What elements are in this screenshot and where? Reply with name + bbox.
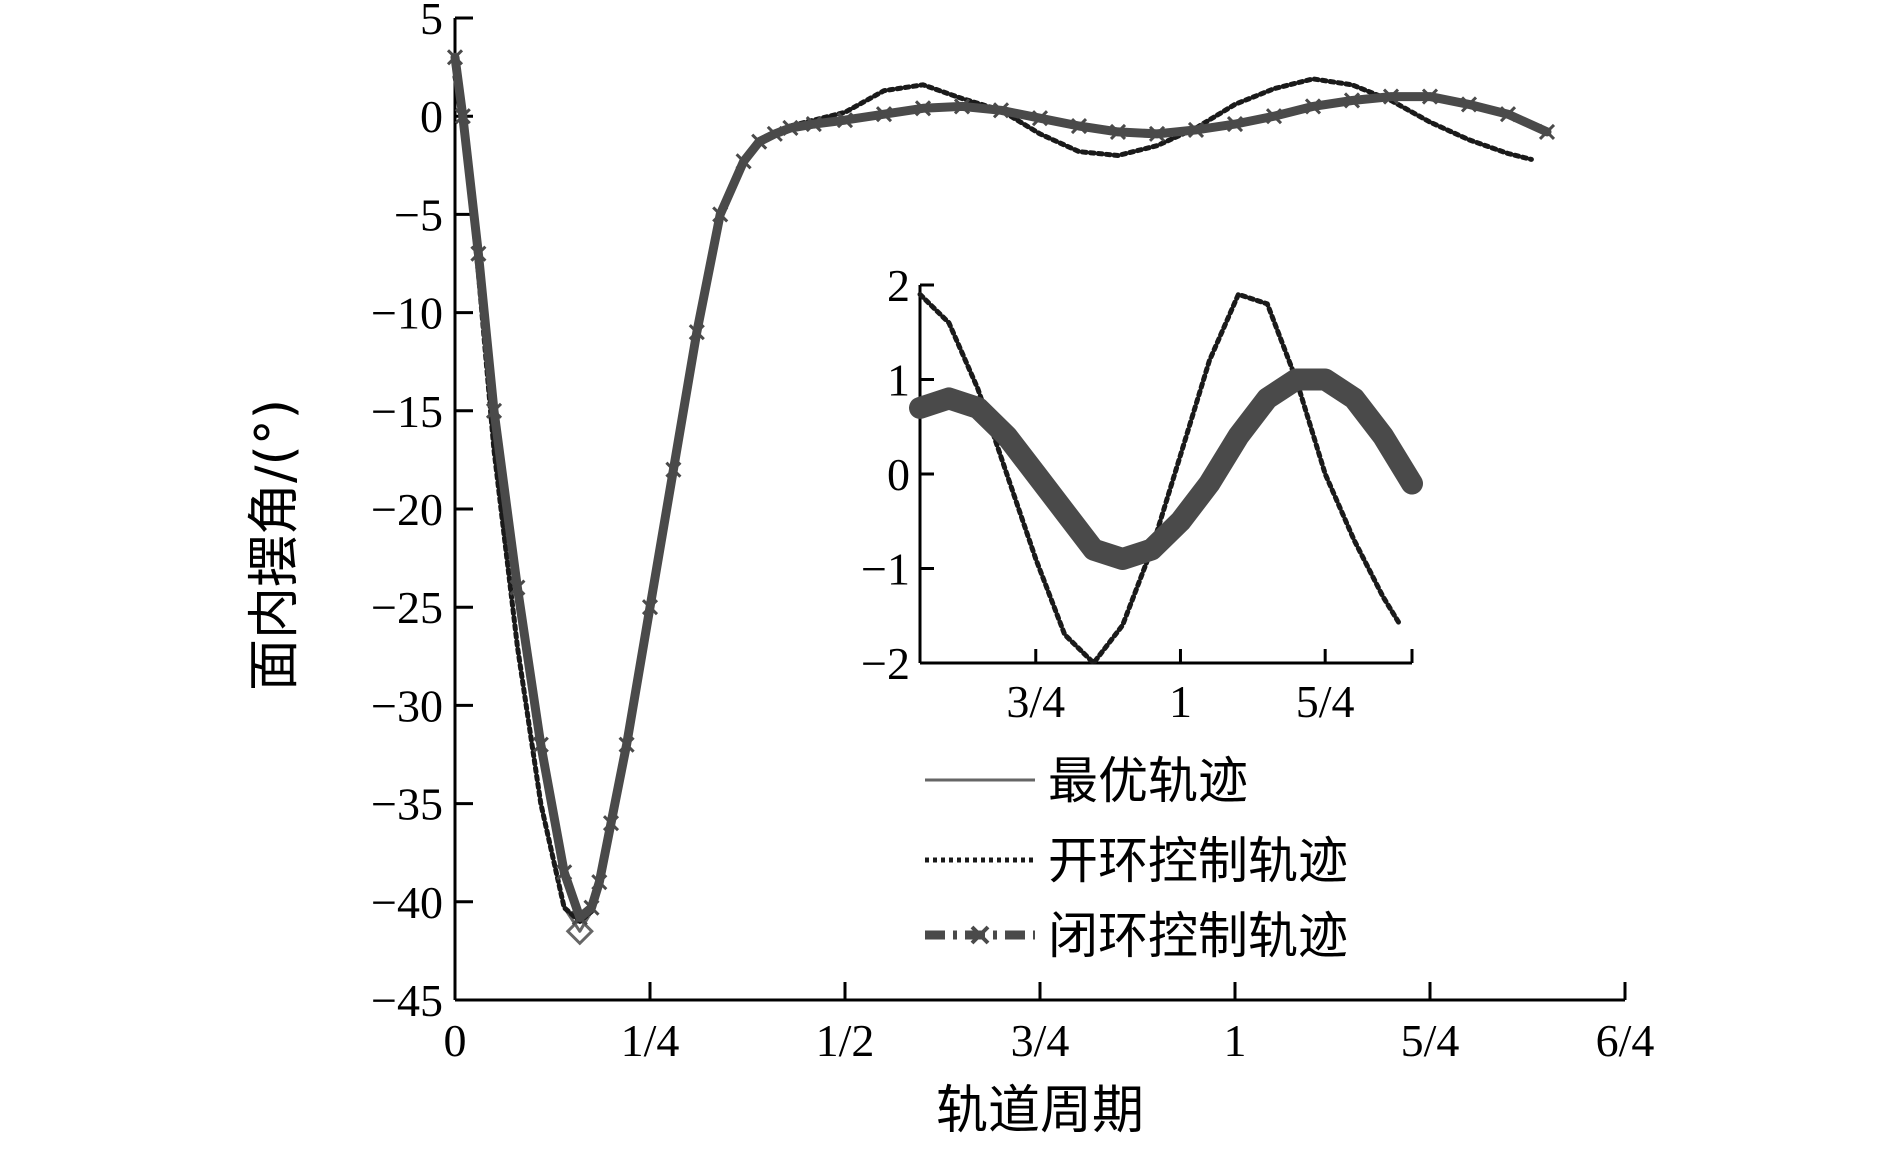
y-tick-label: −40 [371, 877, 443, 928]
x-tick-label: 1/4 [621, 1015, 680, 1066]
y-tick-label: −5 [394, 189, 443, 240]
series-marker-3 [1031, 110, 1049, 127]
y-tick-label: −15 [371, 386, 443, 437]
inset-y-tick-label: 1 [887, 355, 910, 406]
series-marker-3 [712, 206, 729, 223]
series-line-3 [450, 52, 1552, 922]
series-marker-3 [618, 736, 635, 753]
y-tick-label: −25 [371, 582, 443, 633]
inset-x-tick-label: 3/4 [1006, 676, 1065, 727]
series-marker-3 [509, 579, 526, 596]
series-marker-3 [665, 461, 682, 478]
series-marker-3 [805, 115, 822, 133]
series-marker-3 [782, 119, 799, 137]
series-marker-3 [1070, 117, 1088, 135]
legend-label-2: 开环控制轨迹 [1048, 832, 1348, 890]
x-tick-label: 1/2 [816, 1015, 875, 1066]
y-axis-title: 面内摆角/(°) [245, 399, 305, 691]
inset-x-tick-label: 1 [1169, 676, 1192, 727]
series-marker-3 [641, 599, 659, 616]
legend-label-3: 闭环控制轨迹 [1048, 907, 1348, 965]
series-marker-3 [1343, 92, 1361, 109]
series-marker-3 [1148, 125, 1166, 142]
y-tick-label: −45 [371, 975, 443, 1026]
series-marker-3 [1226, 115, 1244, 133]
series-marker-3 [602, 815, 620, 832]
series-marker-3 [532, 736, 549, 753]
legend-marker-3 [970, 925, 990, 945]
y-tick-label: −35 [371, 779, 443, 830]
inset-series-line-2 [909, 368, 1423, 570]
series-marker-3 [485, 402, 503, 419]
series-marker-3 [914, 100, 932, 117]
y-tick-label: −30 [371, 680, 443, 731]
series-marker-3 [591, 874, 608, 891]
series-marker-3 [1460, 96, 1478, 113]
series-marker-1 [565, 917, 594, 946]
series-marker-3 [875, 106, 893, 123]
x-tick-label: 5/4 [1401, 1015, 1460, 1066]
x-tick-label: 1 [1224, 1015, 1247, 1066]
series-marker-3 [454, 108, 471, 125]
inset-plot: 2 1 0 −1 −2 3/4 1 5/4 [861, 260, 1423, 727]
x-axis-title: 轨道周期 [936, 1081, 1144, 1141]
inset-y-tick-label: −1 [861, 544, 910, 595]
inset-y-tick-label: 0 [887, 449, 910, 500]
series-marker-3 [992, 102, 1010, 119]
series-marker-3 [836, 112, 854, 129]
series-marker-3 [751, 133, 768, 150]
y-tick-label: −20 [371, 484, 443, 535]
series-marker-3 [1265, 108, 1283, 125]
x-tick-label: 3/4 [1011, 1015, 1070, 1066]
series-marker-3 [1538, 123, 1556, 140]
x-tick-label: 0 [444, 1015, 467, 1066]
inset-y-tick-label: 2 [887, 260, 910, 311]
series-marker-3 [1187, 121, 1205, 139]
series-marker-3 [1109, 123, 1127, 140]
series-marker-3 [1382, 88, 1400, 105]
inset-background [920, 285, 1412, 663]
inset-x-tick-label: 5/4 [1296, 676, 1355, 727]
series-marker-3 [1304, 98, 1322, 115]
series-marker-3 [583, 899, 600, 916]
inset-series-line-1 [917, 291, 1403, 666]
series-marker-3 [470, 245, 487, 262]
series-marker-3 [953, 98, 971, 115]
main-plot: 50−5−10−15−20−25−30−35−40−450 1/4 1/2 3/4 1 5… [245, 0, 1654, 1141]
series-marker-3 [766, 125, 783, 142]
legend-label-1: 最优轨迹 [1048, 752, 1248, 810]
series-marker-3 [556, 864, 573, 881]
y-tick-label: −10 [371, 288, 443, 339]
series-marker-3 [446, 49, 464, 66]
y-tick-label: 0 [420, 91, 443, 142]
series-marker-3 [735, 153, 752, 170]
series-marker-3 [688, 324, 705, 341]
series-marker-3 [1421, 88, 1439, 105]
inset-y-tick-label: −2 [861, 638, 910, 689]
series-marker-3 [1499, 106, 1517, 123]
y-tick-label: 5 [420, 0, 443, 44]
x-tick-label: 6/4 [1596, 1015, 1655, 1066]
